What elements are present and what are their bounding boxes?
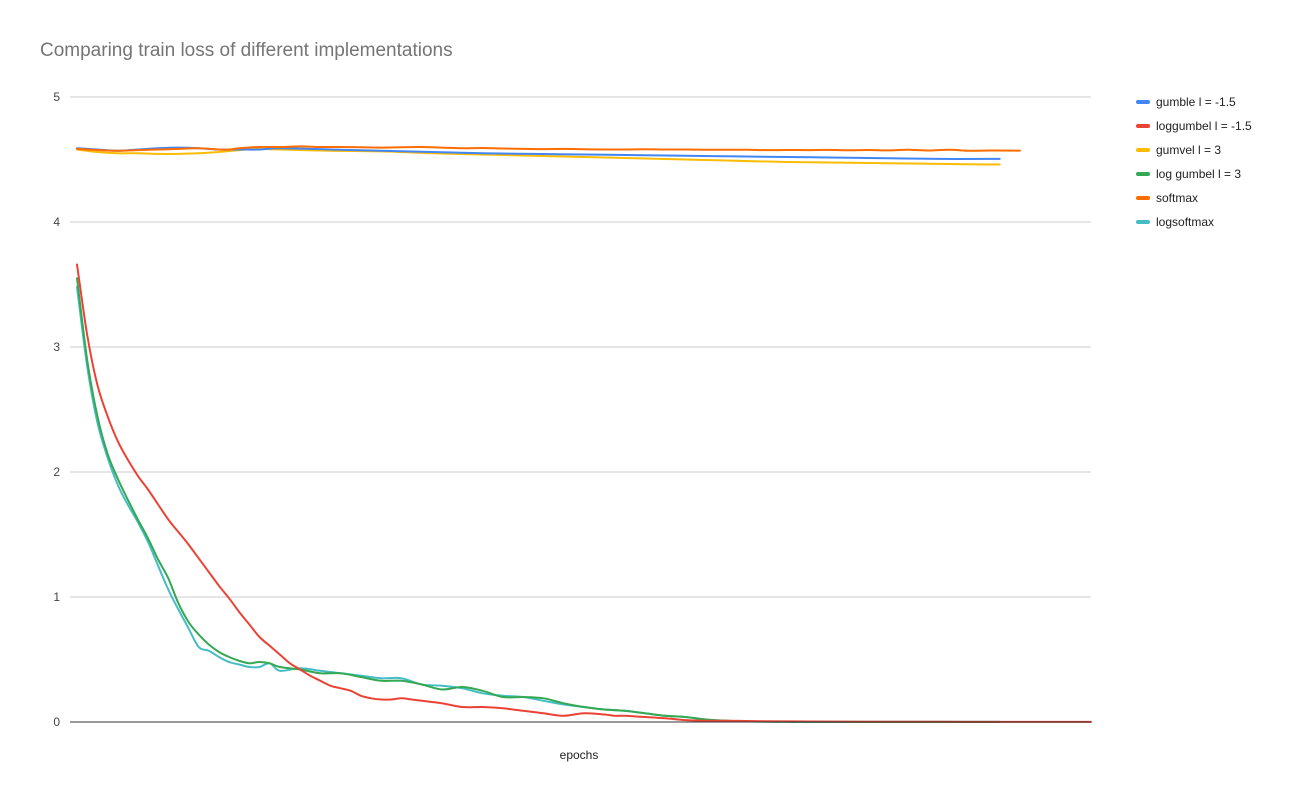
y-tick-labels: 0 1 2 3 4 5 [53, 90, 60, 729]
legend-label: log gumbel l = 3 [1156, 167, 1242, 181]
legend-swatch [1136, 148, 1150, 152]
series-line-gumble-l-1-5 [76, 146, 1001, 160]
x-axis-label: epochs [560, 748, 599, 762]
y-tick-label: 2 [53, 465, 60, 479]
legend-swatch [1136, 220, 1150, 224]
y-tick-label: 3 [53, 340, 60, 354]
series-lines [76, 145, 1092, 723]
legend-swatch [1136, 196, 1150, 200]
legend-item[interactable]: softmax [1136, 186, 1252, 210]
legend-label: loggumbel l = -1.5 [1156, 119, 1252, 133]
legend-item[interactable]: loggumbel l = -1.5 [1136, 114, 1252, 138]
legend: gumble l = -1.5 loggumbel l = -1.5 gumvel … [1136, 90, 1252, 234]
legend-item[interactable]: log gumbel l = 3 [1136, 162, 1252, 186]
series-line-gumvel-l-3 [76, 147, 1001, 166]
legend-swatch [1136, 124, 1150, 128]
y-tick-label: 5 [53, 90, 60, 104]
legend-item[interactable]: gumvel l = 3 [1136, 138, 1252, 162]
legend-label: softmax [1156, 191, 1199, 205]
y-tick-label: 0 [53, 715, 60, 729]
series-line-logsoftmax [76, 286, 1001, 723]
series-line-loggumbel-l-1-5 [76, 263, 1092, 723]
legend-label: gumble l = -1.5 [1156, 95, 1236, 109]
chart-title: Comparing train loss of different implem… [40, 40, 453, 61]
y-tick-label: 1 [53, 590, 60, 604]
y-tick-label: 4 [53, 215, 60, 229]
legend-label: logsoftmax [1156, 215, 1215, 229]
gridlines [70, 96, 1091, 598]
legend-item[interactable]: gumble l = -1.5 [1136, 90, 1252, 114]
legend-swatch [1136, 172, 1150, 176]
legend-label: gumvel l = 3 [1156, 143, 1222, 157]
series-line-softmax [76, 145, 1021, 152]
legend-item[interactable]: logsoftmax [1136, 210, 1252, 234]
legend-swatch [1136, 100, 1150, 104]
